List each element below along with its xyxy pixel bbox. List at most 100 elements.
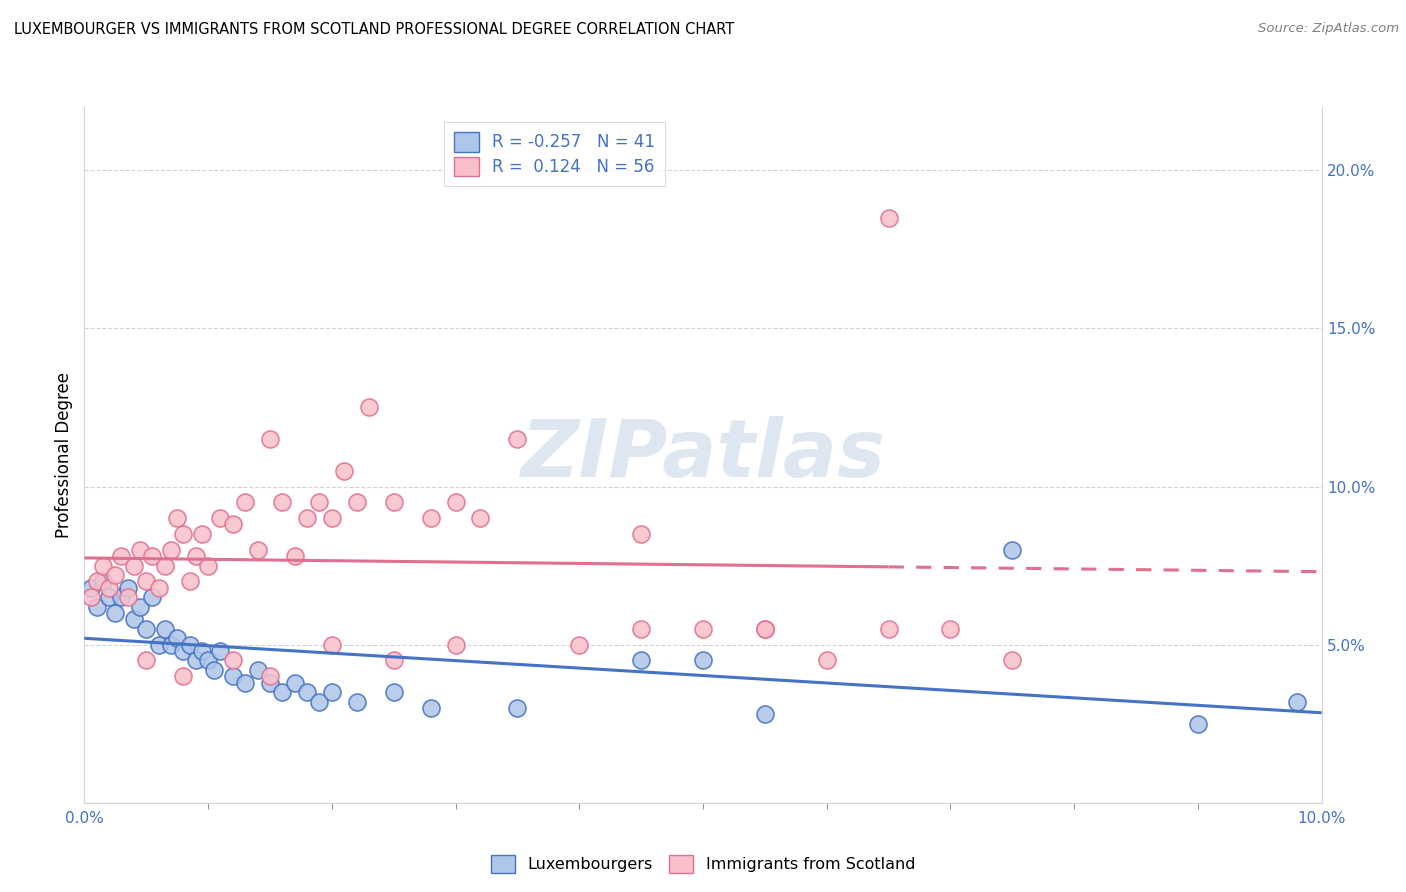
Point [197, 653, 219, 667]
Point [191, 527, 214, 541]
Point [184, 653, 207, 667]
Point [122, 612, 145, 626]
Point [172, 644, 194, 658]
Point [346, 495, 368, 509]
Point [191, 644, 214, 658]
Point [308, 695, 330, 709]
Point [129, 599, 152, 614]
Point [179, 638, 201, 652]
Point [166, 511, 188, 525]
Point [233, 495, 256, 509]
Point [271, 495, 294, 509]
Point [1187, 716, 1209, 731]
Point [172, 527, 194, 541]
Point [184, 549, 207, 563]
Point [117, 591, 139, 605]
Point [222, 669, 245, 683]
Point [104, 606, 127, 620]
Point [939, 622, 962, 636]
Point [419, 511, 441, 525]
Point [148, 581, 170, 595]
Point [202, 663, 225, 677]
Point [444, 638, 467, 652]
Point [754, 707, 776, 722]
Point [98, 591, 121, 605]
Point [444, 495, 467, 509]
Point [284, 549, 307, 563]
Point [153, 622, 176, 636]
Point [692, 653, 714, 667]
Point [308, 495, 330, 509]
Point [815, 653, 838, 667]
Legend: R = -0.257   N = 41, R =  0.124   N = 56: R = -0.257 N = 41, R = 0.124 N = 56 [444, 122, 665, 186]
Point [295, 685, 318, 699]
Point [754, 622, 776, 636]
Point [148, 638, 170, 652]
Point [222, 653, 245, 667]
Point [246, 663, 269, 677]
Point [222, 517, 245, 532]
Legend: Luxembourgers, Immigrants from Scotland: Luxembourgers, Immigrants from Scotland [485, 848, 921, 880]
Point [153, 558, 176, 573]
Point [79, 581, 101, 595]
Point [1001, 653, 1024, 667]
Point [321, 685, 343, 699]
Point [141, 591, 163, 605]
Point [1285, 695, 1308, 709]
Point [209, 644, 232, 658]
Point [382, 685, 405, 699]
Text: LUXEMBOURGER VS IMMIGRANTS FROM SCOTLAND PROFESSIONAL DEGREE CORRELATION CHART: LUXEMBOURGER VS IMMIGRANTS FROM SCOTLAND… [14, 22, 734, 37]
Point [166, 632, 188, 646]
Point [754, 622, 776, 636]
Point [506, 432, 529, 446]
Point [104, 568, 127, 582]
Point [141, 549, 163, 563]
Point [172, 669, 194, 683]
Point [321, 638, 343, 652]
Point [346, 695, 368, 709]
Point [246, 542, 269, 557]
Point [91, 574, 114, 589]
Point [135, 622, 157, 636]
Point [877, 211, 900, 225]
Text: Source: ZipAtlas.com: Source: ZipAtlas.com [1258, 22, 1399, 36]
Point [98, 581, 121, 595]
Point [271, 685, 294, 699]
Point [91, 558, 114, 573]
Point [321, 511, 343, 525]
Point [160, 638, 183, 652]
Point [233, 675, 256, 690]
Point [110, 549, 132, 563]
Point [357, 401, 380, 415]
Point [568, 638, 591, 652]
Point [197, 558, 219, 573]
Point [382, 495, 405, 509]
Point [110, 591, 132, 605]
Point [259, 669, 281, 683]
Point [160, 542, 183, 557]
Point [333, 464, 356, 478]
Point [1001, 542, 1024, 557]
Text: ZIPatlas: ZIPatlas [520, 416, 886, 494]
Point [259, 432, 281, 446]
Point [259, 675, 281, 690]
Point [630, 622, 652, 636]
Point [135, 653, 157, 667]
Point [86, 574, 108, 589]
Point [122, 558, 145, 573]
Point [470, 511, 492, 525]
Point [79, 591, 101, 605]
Point [295, 511, 318, 525]
Point [419, 701, 441, 715]
Point [129, 542, 152, 557]
Point [692, 622, 714, 636]
Y-axis label: Professional Degree: Professional Degree [55, 372, 73, 538]
Point [284, 675, 307, 690]
Point [506, 701, 529, 715]
Point [630, 527, 652, 541]
Point [209, 511, 232, 525]
Point [630, 653, 652, 667]
Point [117, 581, 139, 595]
Point [135, 574, 157, 589]
Point [86, 599, 108, 614]
